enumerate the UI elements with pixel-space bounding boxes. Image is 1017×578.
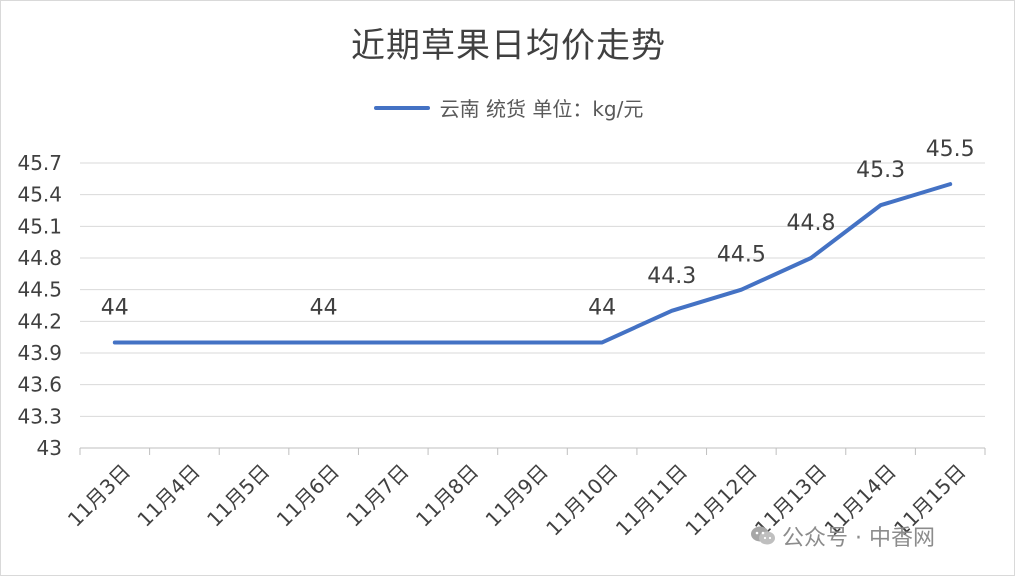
data-label: 44 bbox=[101, 295, 129, 320]
x-tick-label: 11月7日 bbox=[341, 459, 413, 531]
x-tick-label: 11月6日 bbox=[272, 459, 344, 531]
watermark: 公众号 · 中香网 bbox=[750, 520, 935, 552]
data-label: 45.3 bbox=[856, 158, 905, 183]
x-tick-label: 11月11日 bbox=[611, 459, 692, 540]
x-tick-label: 11月8日 bbox=[411, 459, 483, 531]
watermark-text: 公众号 · 中香网 bbox=[782, 526, 935, 551]
data-label: 44 bbox=[310, 295, 338, 320]
y-tick-label: 45.1 bbox=[17, 214, 62, 238]
y-tick-label: 44.2 bbox=[17, 309, 62, 333]
x-tick-label: 11月10日 bbox=[541, 459, 622, 540]
x-tick-label: 11月9日 bbox=[481, 459, 553, 531]
chart-title: 近期草果日均价走势 bbox=[351, 26, 666, 66]
y-tick-label: 44.5 bbox=[17, 278, 62, 302]
data-label: 45.5 bbox=[926, 137, 975, 162]
y-tick-label: 43.9 bbox=[17, 341, 62, 365]
x-tick-label: 11月5日 bbox=[202, 459, 274, 531]
wechat-icon bbox=[750, 525, 776, 547]
y-tick-label: 44.8 bbox=[17, 246, 62, 270]
data-label: 44.3 bbox=[647, 264, 696, 289]
legend-swatch bbox=[373, 105, 430, 110]
series-line bbox=[112, 182, 953, 345]
y-tick-label: 43.3 bbox=[17, 404, 62, 428]
legend-label: 云南 统货 单位：kg/元 bbox=[439, 97, 644, 121]
y-tick-label: 43 bbox=[37, 436, 62, 460]
data-label: 44 bbox=[588, 295, 616, 320]
x-tick-label: 11月3日 bbox=[63, 459, 135, 531]
chart-legend: 云南 统货 单位：kg/元 bbox=[0, 93, 1017, 122]
x-tick-label: 11月4日 bbox=[132, 459, 204, 531]
y-tick-label: 43.6 bbox=[17, 373, 62, 397]
y-tick-label: 45.7 bbox=[17, 151, 62, 175]
y-tick-label: 45.4 bbox=[17, 183, 62, 207]
data-label: 44.5 bbox=[717, 243, 766, 268]
data-label: 44.8 bbox=[786, 211, 835, 236]
